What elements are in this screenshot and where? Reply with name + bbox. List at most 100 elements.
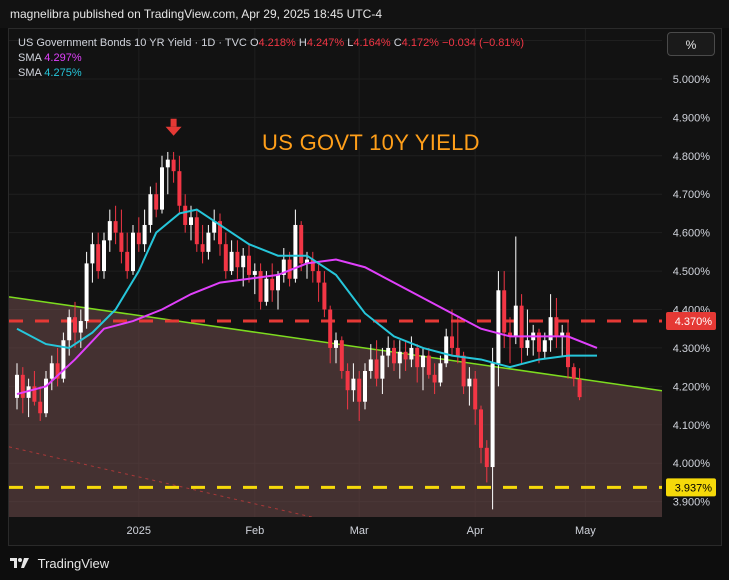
candle-body xyxy=(189,217,193,225)
candle-body xyxy=(479,409,483,448)
sma-fast-value: 4.275% xyxy=(44,67,82,79)
candle-body xyxy=(461,355,466,387)
candle-body xyxy=(218,221,222,245)
candle-body xyxy=(339,340,344,371)
candle-body xyxy=(421,355,425,368)
candle-body xyxy=(328,309,333,348)
candle-body xyxy=(473,378,478,410)
candle-body xyxy=(299,224,304,264)
price-chart[interactable]: 5.100%5.000%4.900%4.800%4.700%4.600%4.50… xyxy=(0,0,729,546)
candle-body xyxy=(165,159,170,168)
candle-body xyxy=(183,205,188,225)
candle-body xyxy=(363,370,367,402)
footer: TradingView xyxy=(0,546,729,580)
price-tick-label: 4.200% xyxy=(673,381,711,393)
moving-averages xyxy=(16,208,598,396)
time-axis[interactable]: 2025 Feb Mar Apr May xyxy=(127,525,597,537)
candle-body xyxy=(554,317,559,337)
candle-body xyxy=(450,336,454,348)
tradingview-logo-icon xyxy=(10,556,34,571)
candle-body xyxy=(20,374,25,398)
tradingview-brand: TradingView xyxy=(37,556,110,571)
candle-body xyxy=(113,221,118,233)
red-down-arrow-icon xyxy=(165,118,182,136)
candle-body xyxy=(119,232,124,252)
resistance-price-label: 4.370% xyxy=(675,316,713,328)
candle-body xyxy=(171,159,176,172)
candle-body xyxy=(571,367,576,379)
candles xyxy=(15,151,582,510)
time-tick-label: May xyxy=(575,525,596,537)
tradingview-logo[interactable]: TradingView xyxy=(10,556,109,571)
candle-body xyxy=(252,271,257,275)
candle-body xyxy=(316,271,321,283)
candle-body xyxy=(287,259,292,279)
candle-body xyxy=(508,332,512,337)
candle-body xyxy=(67,317,72,341)
symbol-row: US Government Bonds 10 YR Yield · 1D · T… xyxy=(18,37,524,49)
candle-body xyxy=(334,340,338,348)
candle-body xyxy=(502,290,507,333)
candle-body xyxy=(102,240,106,272)
price-tick-label: 3.900% xyxy=(673,497,711,509)
price-tick-label: 4.300% xyxy=(673,343,711,355)
sma-slow-row[interactable]: SMA 4.297% xyxy=(18,52,82,64)
candle-body xyxy=(409,347,414,360)
candle-body xyxy=(73,317,77,333)
candle-body xyxy=(577,379,582,398)
candle-body xyxy=(345,370,350,391)
candle-body xyxy=(415,347,420,368)
candle-body xyxy=(432,374,437,383)
sma-slow-value: 4.297% xyxy=(44,52,82,64)
candle-body xyxy=(455,347,460,356)
candle-body xyxy=(305,259,309,264)
price-tick-label: 4.700% xyxy=(673,189,711,201)
candle-body xyxy=(397,351,402,364)
candle-body xyxy=(426,355,431,375)
candle-body xyxy=(177,171,182,206)
resistance-price-label-bg xyxy=(666,312,716,331)
candle-body xyxy=(322,282,327,310)
candle-body xyxy=(212,221,217,233)
candle-body xyxy=(548,317,553,341)
sma-fast-row[interactable]: SMA 4.275% xyxy=(18,67,82,79)
time-tick-label: Apr xyxy=(467,525,484,537)
low-value: 4.164% xyxy=(353,37,391,49)
candle-body xyxy=(206,232,211,252)
price-tick-label: 4.800% xyxy=(673,151,711,163)
symbol-name[interactable]: US Government Bonds 10 YR Yield · 1D · T… xyxy=(18,37,247,49)
arrow-head xyxy=(165,126,182,136)
time-tick-label: 2025 xyxy=(127,525,151,537)
candle-body xyxy=(107,221,112,241)
candle-body xyxy=(380,355,385,379)
candle-body xyxy=(310,259,315,272)
candle-body xyxy=(392,347,396,364)
candle-body xyxy=(241,255,246,268)
candle-body xyxy=(55,363,60,379)
candle-body xyxy=(26,386,31,398)
price-tick-label: 4.100% xyxy=(673,420,711,432)
close-value: 4.172% xyxy=(401,37,439,49)
candle-body xyxy=(281,259,286,275)
candle-body xyxy=(276,274,280,291)
change-value: −0.034 (−0.81%) xyxy=(442,37,524,49)
candle-body xyxy=(32,386,37,402)
price-tick-label: 4.000% xyxy=(673,458,711,470)
percent-scale-button[interactable]: % xyxy=(667,32,715,56)
candle-body xyxy=(148,194,153,225)
candle-body xyxy=(525,340,530,348)
time-tick-label: Feb xyxy=(245,525,264,537)
candle-body xyxy=(49,363,54,379)
candle-body xyxy=(438,363,443,383)
price-axis[interactable]: 5.100%5.000%4.900%4.800%4.700%4.600%4.50… xyxy=(666,36,716,509)
candle-body xyxy=(15,374,19,398)
candle-body xyxy=(519,305,524,348)
candle-body xyxy=(537,332,541,352)
candle-body xyxy=(142,224,147,245)
candle-body xyxy=(490,363,495,468)
candle-body xyxy=(542,340,547,352)
candle-body xyxy=(229,251,234,272)
price-tick-label: 4.900% xyxy=(673,112,711,124)
price-tick-label: 4.500% xyxy=(673,266,711,278)
price-tick-label: 4.600% xyxy=(673,228,711,240)
